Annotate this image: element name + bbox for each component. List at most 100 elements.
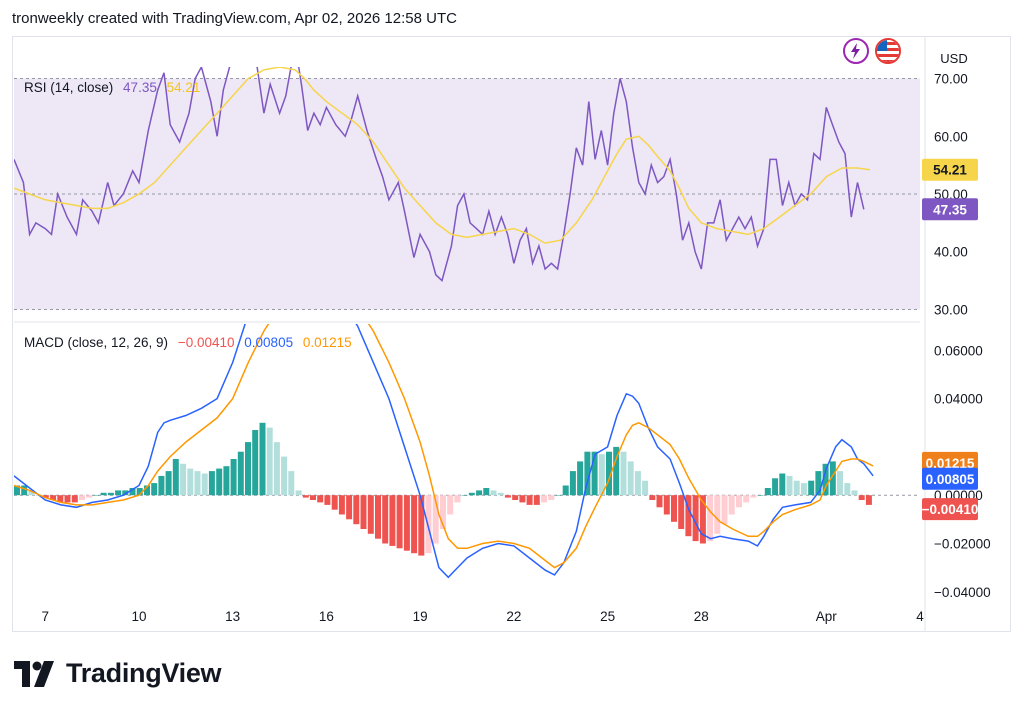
histogram-bar: [187, 468, 194, 496]
macd-y-tick: 0.06000: [934, 343, 983, 358]
macd-y-tick: 0.04000: [934, 392, 983, 407]
rsi-legend: RSI (14, close) 47.35 54.21: [24, 80, 206, 95]
x-tick: 22: [506, 609, 521, 624]
x-tick: 10: [131, 609, 146, 624]
histogram-bar: [201, 473, 208, 496]
lightning-icon[interactable]: [843, 38, 869, 64]
histogram-bar: [800, 483, 807, 496]
histogram-bar: [107, 492, 114, 496]
x-tick: Apr: [816, 609, 838, 624]
histogram-bar: [533, 495, 540, 505]
rsi-ma-legend-value: 54.21: [166, 80, 201, 95]
histogram-bar: [360, 495, 367, 529]
histogram-bar: [606, 451, 612, 496]
histogram-bar: [28, 490, 35, 496]
histogram-bar: [64, 495, 71, 503]
us-flag-icon[interactable]: [875, 38, 901, 64]
histogram-bar: [837, 471, 843, 496]
histogram-bar: [750, 495, 757, 498]
histogram-bar: [259, 422, 266, 496]
tradingview-logo: TradingView: [14, 658, 222, 689]
histogram-bar: [548, 495, 555, 500]
rsi-ma-value-label-box: [922, 158, 978, 181]
rsi-y-tick: 40.00: [934, 245, 968, 260]
histogram-bar: [526, 495, 533, 505]
histogram-bar: [858, 495, 865, 500]
histogram-bar: [331, 495, 338, 510]
histogram-bar: [447, 495, 454, 515]
histogram-bar: [764, 488, 771, 496]
histogram-bar: [851, 490, 858, 496]
histogram-bar: [815, 471, 822, 496]
histogram-bar: [136, 488, 143, 496]
chart-header: tronweekly created with TradingView.com,…: [12, 10, 457, 27]
rsi-value-label: 47.35: [933, 202, 967, 217]
hist-value-label-box: [922, 498, 978, 521]
histogram-bar: [288, 471, 295, 496]
histogram-bar: [432, 495, 439, 544]
histogram-bar: [208, 471, 215, 496]
macd-y-tick: −0.04000: [934, 585, 991, 600]
histogram-bar: [180, 463, 187, 496]
histogram-bar: [786, 475, 793, 496]
x-axis: 7 10 13 16 19 22 25 28 Apr 4: [41, 609, 924, 624]
histogram-bar: [627, 461, 634, 496]
histogram-bar: [699, 495, 706, 544]
histogram-bar: [829, 461, 836, 496]
histogram-bar: [743, 495, 750, 503]
histogram-bar: [779, 473, 786, 496]
histogram-bar: [129, 488, 136, 496]
rsi-ma-value-label: 54.21: [933, 163, 967, 178]
histogram-bar: [216, 468, 223, 496]
histogram-bar: [317, 495, 324, 503]
histogram-bar: [721, 495, 728, 525]
macd-hist-value: −0.00410: [177, 335, 235, 350]
rsi-y-tick: 50.00: [934, 187, 968, 202]
rsi-y-tick: 60.00: [934, 129, 968, 144]
histogram-bar: [555, 495, 562, 496]
histogram-bar: [266, 427, 273, 496]
chart-frame: [12, 36, 1011, 632]
histogram-bar: [165, 471, 172, 496]
histogram-bar: [425, 495, 432, 554]
histogram-bar: [353, 495, 360, 525]
signal-value-label: 0.01215: [926, 456, 975, 471]
signal-line-value: 0.01215: [302, 335, 352, 350]
histogram-bar: [418, 495, 425, 556]
histogram-bar: [736, 495, 742, 508]
rsi-ma-line: [14, 67, 871, 244]
histogram-bar: [273, 442, 280, 496]
histogram-bar: [497, 492, 504, 496]
histogram-bar: [772, 478, 779, 496]
histogram-bar: [504, 495, 511, 498]
histogram-bar: [468, 492, 475, 496]
histogram-bar: [476, 490, 483, 496]
histogram-bar: [649, 495, 656, 500]
histogram-bar: [144, 485, 150, 496]
rsi-y-tick: 30.00: [934, 302, 968, 317]
signal-line: [14, 324, 874, 569]
histogram-bar: [151, 483, 158, 496]
histogram-bar: [79, 495, 85, 500]
rsi-legend-value: 47.35: [123, 80, 157, 95]
histogram-bar: [692, 495, 699, 542]
histogram-bar: [158, 475, 165, 496]
currency-label[interactable]: USD: [940, 50, 968, 66]
histogram-bar: [454, 495, 461, 503]
histogram-bar: [403, 495, 410, 551]
histogram-bar: [714, 495, 721, 534]
x-tick: 13: [225, 609, 240, 624]
histogram-bar: [865, 495, 872, 505]
histogram-bar: [245, 442, 251, 496]
macd-value-label-box: [922, 467, 978, 490]
histogram-bar: [808, 480, 815, 496]
histogram-bar: [483, 488, 490, 496]
histogram-bar: [634, 471, 641, 496]
histogram-bar: [678, 495, 685, 529]
x-tick: 4: [916, 609, 924, 624]
histogram-bar: [86, 495, 93, 498]
histogram-bar: [541, 495, 547, 503]
